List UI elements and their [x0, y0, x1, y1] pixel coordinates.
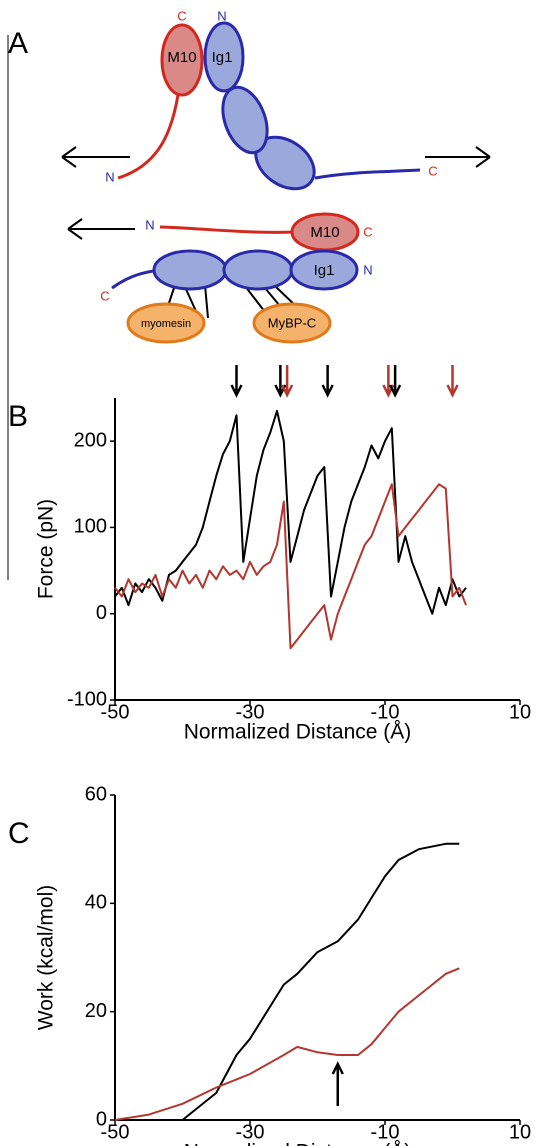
arrow-annotation: [281, 365, 294, 398]
series-line: [114, 483, 467, 650]
domain: [152, 249, 228, 291]
domain-label: M10: [167, 49, 196, 66]
x-tick-label: -30: [236, 1121, 265, 1143]
arrow-annotation: [331, 1061, 344, 1106]
domain: [160, 23, 204, 97]
arrow-annotation: [389, 365, 402, 398]
x-tick-label: -10: [371, 701, 400, 723]
y-axis-label: Work (kcal/mol): [35, 885, 58, 1030]
terminus: C: [177, 8, 186, 23]
domain: [289, 249, 359, 291]
x-tick-label: -50: [101, 701, 130, 723]
terminus: N: [145, 217, 154, 232]
contact: [164, 284, 301, 321]
x-tick-label: -50: [101, 1121, 130, 1143]
x-tick-label: -30: [236, 701, 265, 723]
arrow-head: [475, 146, 491, 168]
domain-label: M10: [310, 224, 339, 241]
arrow-head: [67, 218, 83, 240]
partner-label: MyBP-C: [268, 315, 316, 330]
y-tick-label: 100: [74, 516, 107, 538]
x-tick-label: 10: [509, 701, 531, 723]
domain: [222, 249, 294, 291]
domain-label: Ig1: [212, 49, 233, 66]
y-tick-label: 40: [85, 892, 107, 914]
linker: [159, 225, 296, 234]
linker: [314, 168, 421, 180]
y-axis-label: Force (pN): [35, 499, 58, 599]
terminus: C: [100, 288, 109, 303]
arrow-head: [61, 146, 77, 168]
y-tick-label: 0: [96, 1108, 107, 1130]
y-tick-label: 0: [96, 602, 107, 624]
terminus: N: [363, 262, 372, 277]
series-line: [181, 842, 460, 1121]
domain: [203, 21, 245, 93]
x-axis-label: Normalized Distance (Å): [184, 1141, 412, 1146]
x-axis-label: Normalized Distance (Å): [184, 721, 412, 744]
x-tick-label: -10: [371, 1121, 400, 1143]
series-line: [114, 967, 460, 1121]
panel-label: B: [8, 400, 28, 433]
terminus: C: [363, 224, 372, 239]
y-tick-label: -100: [67, 688, 107, 710]
terminus: C: [428, 163, 437, 178]
panel-label: A: [8, 27, 28, 60]
arrow-annotation: [446, 365, 459, 398]
arrow-annotation: [230, 365, 243, 398]
x-tick-label: 10: [509, 1121, 531, 1143]
terminus: N: [217, 8, 226, 23]
linker: [117, 94, 180, 180]
panel-label: C: [8, 817, 30, 850]
partner: [126, 302, 206, 344]
y-tick-label: 60: [85, 783, 107, 805]
partner: [252, 302, 332, 344]
diagram: C N M10 Ig1 N C N M10 C Ig1 N C myomesin…: [61, 8, 491, 344]
arrow-annotation: [321, 365, 334, 398]
series-line: [114, 409, 467, 615]
terminus: N: [105, 169, 114, 184]
domain-label: Ig1: [314, 262, 335, 279]
partner-label: myomesin: [141, 318, 191, 330]
y-tick-label: 200: [74, 429, 107, 451]
y-tick-label: 20: [85, 1000, 107, 1022]
